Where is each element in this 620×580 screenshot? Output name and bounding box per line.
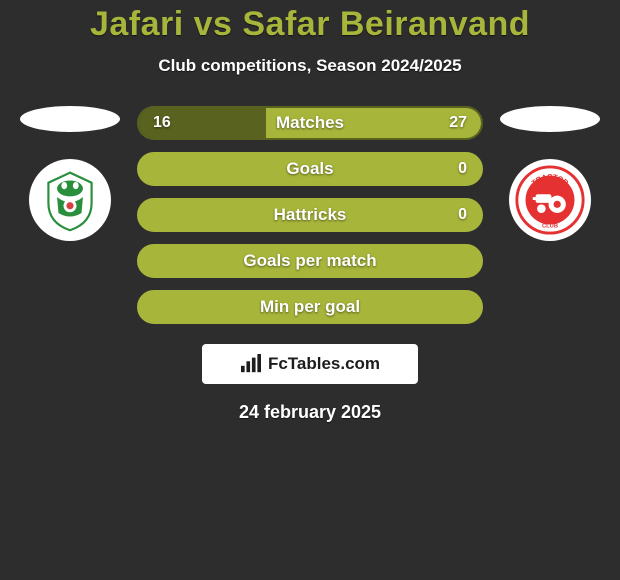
flag-left	[20, 106, 120, 132]
stat-label: Hattricks	[274, 205, 347, 225]
stat-value-left: 16	[153, 114, 171, 132]
chart-bars-icon	[240, 354, 262, 374]
flag-right	[500, 106, 600, 132]
date-text: 24 february 2025	[239, 402, 381, 423]
stat-label: Goals per match	[243, 251, 376, 271]
logo-text: FcTables.com	[268, 354, 380, 374]
stat-bar-gpm: Goals per match	[137, 244, 483, 278]
comparison-card: Jafari vs Safar Beiranvand Club competit…	[0, 0, 620, 423]
club-badge-right: TRACTOR CLUB	[509, 159, 591, 241]
club-crest-left-icon	[34, 164, 106, 236]
stat-bars: 16 Matches 27 Goals 0 Hattricks 0 Goals …	[137, 106, 483, 324]
club-badge-left	[29, 159, 111, 241]
page-title: Jafari vs Safar Beiranvand	[90, 5, 530, 44]
fctables-link[interactable]: FcTables.com	[202, 344, 418, 384]
stat-value-right: 0	[458, 206, 467, 224]
stat-label: Matches	[276, 113, 344, 133]
stat-bar-matches: 16 Matches 27	[137, 106, 483, 140]
stat-label: Min per goal	[260, 297, 360, 317]
stat-label: Goals	[286, 159, 333, 179]
left-column	[15, 106, 125, 241]
content-row: 16 Matches 27 Goals 0 Hattricks 0 Goals …	[0, 106, 620, 324]
stat-bar-mpg: Min per goal	[137, 290, 483, 324]
subtitle: Club competitions, Season 2024/2025	[158, 56, 461, 76]
right-column: TRACTOR CLUB	[495, 106, 605, 241]
stat-bar-goals: Goals 0	[137, 152, 483, 186]
stat-value-right: 27	[449, 114, 467, 132]
stat-bar-hattricks: Hattricks 0	[137, 198, 483, 232]
stat-value-right: 0	[458, 160, 467, 178]
svg-text:CLUB: CLUB	[542, 223, 558, 229]
club-crest-right-icon: TRACTOR CLUB	[514, 164, 586, 236]
